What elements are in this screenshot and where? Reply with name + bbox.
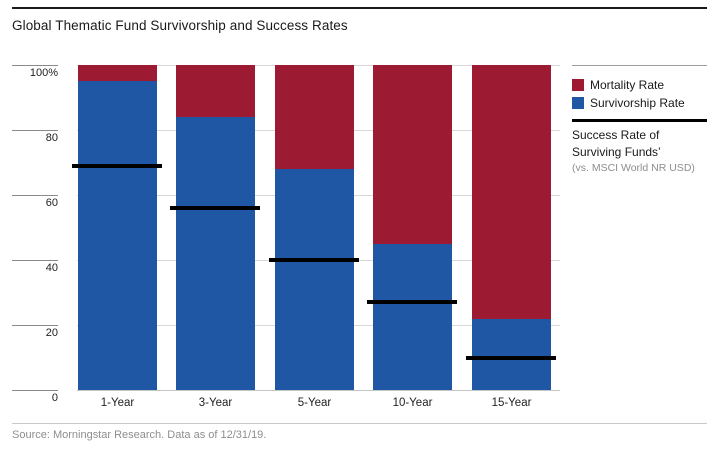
x-axis-label: 15-Year	[491, 397, 532, 409]
mortality-bar-15-year	[472, 65, 551, 319]
footer-rule	[12, 423, 707, 424]
legend-success-label: Success Rate of Surviving Funds’ (vs. MS…	[572, 127, 695, 176]
x-axis-label: 10-Year	[392, 397, 433, 409]
success-rate-marker-3-year	[170, 206, 260, 210]
x-axis-label: 5-Year	[297, 397, 332, 409]
x-axis-label: 1-Year	[100, 397, 135, 409]
success-rate-line-icon	[572, 119, 707, 122]
legend-success-line2: Surviving Funds’	[572, 145, 661, 159]
legend-survivorship-label: Survivorship Rate	[590, 95, 685, 110]
mortality-bar-1-year	[78, 65, 157, 82]
legend-mortality-label: Mortality Rate	[590, 77, 665, 92]
mortality-swatch-icon	[572, 78, 584, 91]
source-note: Source: Morningstar Research. Data as of…	[12, 429, 267, 441]
y-tick-rule-20	[12, 325, 58, 326]
mortality-bar-3-year	[176, 65, 255, 117]
legend-top-rule	[572, 65, 707, 66]
legend-success-line1: Success Rate of	[572, 128, 660, 142]
survivorship-bar-15-year	[472, 318, 551, 390]
survivorship-bar-10-year	[373, 243, 452, 390]
x-axis-label: 3-Year	[198, 397, 233, 409]
y-tick-label: 0	[51, 392, 58, 404]
survivorship-bar-3-year	[176, 117, 255, 390]
y-tick-rule-0	[12, 390, 58, 391]
y-tick-label: 80	[45, 132, 58, 144]
plot-area: 1-Year 3-Year 5-Year 10-Year 15-Year	[72, 65, 560, 409]
mortality-bar-5-year	[275, 65, 354, 169]
survivorship-swatch-icon	[572, 96, 584, 109]
survivorship-bar-1-year	[78, 81, 157, 390]
success-rate-marker-15-year	[466, 355, 556, 360]
gridline-0	[77, 390, 560, 391]
mortality-bar-10-year	[373, 65, 452, 244]
chart-title: Global Thematic Fund Survivorship and Su…	[12, 18, 348, 33]
y-tick-label: 100%	[29, 67, 58, 79]
y-tick-rule-80	[12, 130, 58, 131]
title-rule	[12, 7, 707, 9]
y-tick-rule-100	[12, 65, 58, 66]
y-tick-label: 20	[45, 327, 58, 339]
y-axis: 100% 80 60 40 20 0	[12, 65, 58, 404]
y-tick-label: 60	[45, 197, 58, 209]
y-tick-label: 40	[45, 262, 58, 274]
y-tick-rule-40	[12, 260, 58, 261]
success-rate-marker-1-year	[72, 163, 162, 168]
survivorship-bar-5-year	[275, 169, 354, 390]
y-tick-rule-60	[12, 195, 58, 196]
legend-success-sublabel: (vs. MSCI World NR USD)	[572, 162, 695, 174]
legend-item-mortality: Mortality Rate	[572, 77, 665, 92]
success-rate-marker-5-year	[269, 258, 359, 262]
success-rate-marker-10-year	[367, 300, 457, 305]
legend-item-survivorship: Survivorship Rate	[572, 95, 685, 110]
